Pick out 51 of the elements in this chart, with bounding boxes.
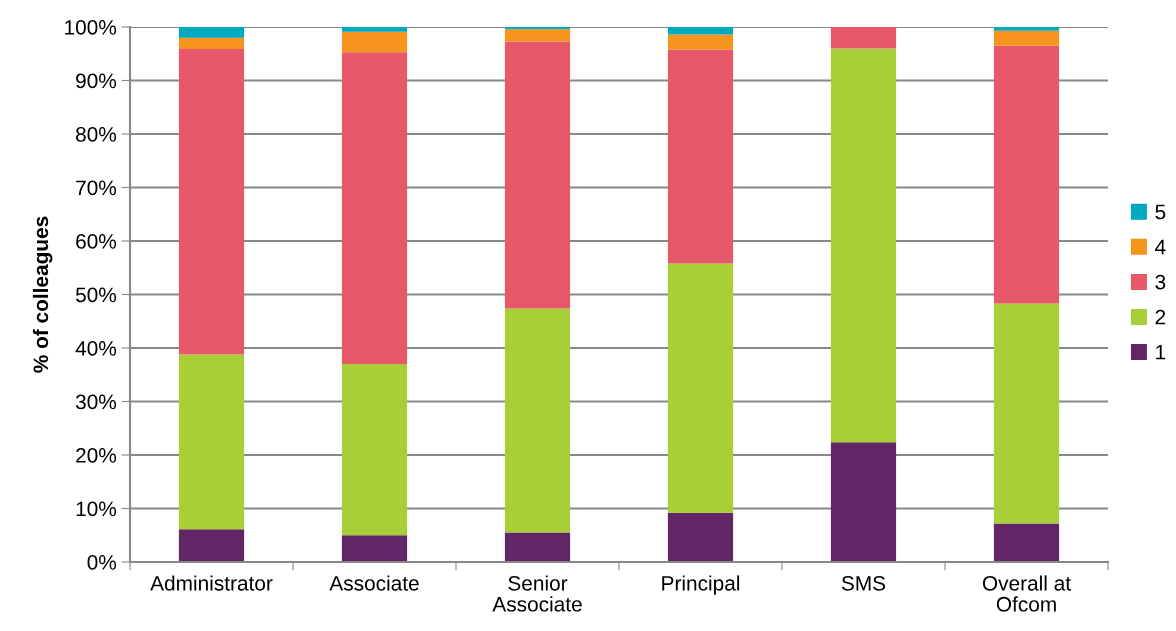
bar — [830, 48, 897, 443]
bar — [504, 29, 571, 42]
legend-label: 1 — [1156, 344, 1166, 360]
bar — [993, 27, 1060, 31]
bar — [341, 31, 408, 53]
bar — [993, 30, 1060, 46]
y-tick-label: 50% — [75, 287, 117, 303]
legend-label: 5 — [1155, 204, 1166, 220]
bar — [993, 45, 1060, 304]
x-tick-label: Senior Associate — [492, 575, 582, 612]
y-tick-label: 70% — [76, 180, 117, 196]
bar — [341, 364, 408, 536]
x-tick-label: SMS — [841, 575, 886, 591]
bar — [504, 532, 571, 562]
bar — [178, 48, 245, 355]
bar — [504, 27, 571, 30]
y-tick-label: 100% — [65, 20, 117, 35]
bar — [178, 354, 245, 530]
y-tick-label: 40% — [75, 341, 117, 356]
bar — [178, 27, 245, 38]
legend-label: 3 — [1155, 274, 1166, 290]
bar — [341, 27, 408, 32]
bar — [667, 512, 734, 562]
bar — [830, 442, 897, 562]
bar — [178, 529, 245, 562]
x-tick-label: Associate — [329, 575, 419, 591]
legend-label: 2 — [1155, 309, 1166, 325]
y-tick-label: 20% — [76, 448, 117, 463]
bar — [993, 303, 1060, 524]
x-tick-label: Principal — [662, 575, 740, 595]
bar — [504, 308, 571, 533]
y-tick-label: 10% — [76, 501, 117, 517]
y-tick-label: 80% — [76, 127, 117, 142]
y-tick-label: 90% — [76, 73, 117, 89]
bar — [178, 37, 245, 49]
bar — [341, 535, 408, 562]
bar — [667, 49, 734, 264]
bar — [993, 523, 1060, 562]
bar — [667, 263, 734, 513]
y-tick-label: 30% — [75, 394, 117, 410]
y-axis-title: % of colleagues — [32, 216, 53, 373]
x-tick-label: Administrator — [150, 575, 273, 591]
bar — [830, 27, 897, 49]
bar — [667, 34, 734, 50]
bar — [504, 41, 571, 309]
y-tick-label: 60% — [76, 234, 117, 249]
y-tick-label: 0% — [87, 555, 117, 570]
x-tick-label: Overall at Ofcom — [982, 575, 1071, 612]
bar — [667, 27, 734, 35]
legend-label: 4 — [1155, 239, 1166, 255]
bar — [341, 52, 408, 365]
